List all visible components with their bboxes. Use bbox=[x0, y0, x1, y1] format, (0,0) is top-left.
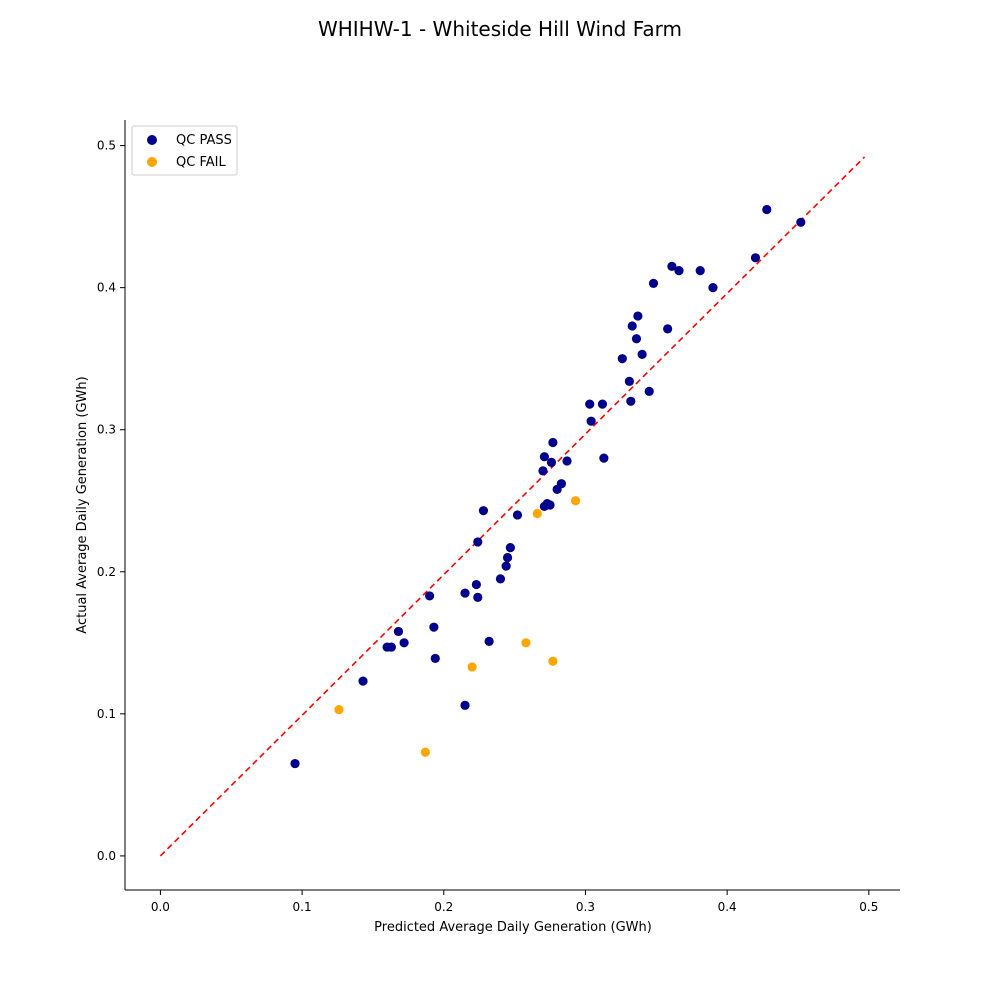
data-point-qc-pass bbox=[473, 592, 483, 602]
data-point-qc-pass bbox=[648, 278, 659, 288]
data-point-qc-pass bbox=[674, 265, 684, 276]
x-tick-label: 0.4 bbox=[718, 900, 737, 914]
data-point-qc-pass bbox=[393, 626, 404, 637]
data-point-qc-pass bbox=[429, 622, 439, 632]
x-tick-label: 0.0 bbox=[151, 900, 170, 914]
y-tick-label: 0.1 bbox=[97, 707, 116, 721]
legend-label-qc-pass: QC PASS bbox=[176, 133, 232, 148]
data-point-qc-pass bbox=[358, 676, 368, 686]
y-tick-label: 0.2 bbox=[97, 565, 116, 579]
series-qc-pass bbox=[290, 204, 806, 769]
x-tick-label: 0.2 bbox=[434, 900, 453, 914]
data-point-qc-pass bbox=[585, 399, 595, 409]
data-point-qc-pass bbox=[708, 283, 718, 293]
data-point-qc-fail bbox=[521, 638, 531, 648]
y-tick-label: 0.3 bbox=[97, 423, 116, 437]
data-point-qc-pass bbox=[399, 638, 409, 648]
x-axis-title: Predicted Average Daily Generation (GWh) bbox=[374, 920, 652, 935]
data-point-qc-fail bbox=[532, 508, 542, 519]
series-qc-fail bbox=[334, 496, 581, 757]
legend-marker-qc-pass bbox=[147, 135, 157, 145]
data-point-qc-pass bbox=[430, 653, 440, 664]
chart-title: WHIHW-1 - Whiteside Hill Wind Farm bbox=[318, 17, 682, 41]
data-point-qc-pass bbox=[495, 574, 506, 584]
data-point-qc-pass bbox=[460, 588, 470, 598]
legend: QC PASS QC FAIL bbox=[131, 125, 238, 176]
data-point-qc-pass bbox=[631, 334, 642, 344]
y-tick-label: 0.0 bbox=[97, 849, 116, 863]
data-point-qc-pass bbox=[586, 416, 596, 426]
data-point-qc-pass bbox=[460, 700, 470, 710]
data-point-qc-pass bbox=[663, 324, 673, 334]
data-point-qc-pass bbox=[695, 265, 705, 276]
plot-area bbox=[159, 156, 866, 857]
data-point-qc-fail bbox=[570, 496, 581, 506]
data-point-qc-fail bbox=[334, 704, 344, 715]
data-point-qc-pass bbox=[562, 456, 572, 466]
data-point-qc-pass bbox=[617, 354, 627, 364]
data-point-qc-pass bbox=[750, 253, 761, 263]
data-point-qc-fail bbox=[467, 662, 477, 672]
data-point-qc-pass bbox=[545, 500, 555, 510]
data-point-qc-pass bbox=[512, 510, 523, 520]
data-point-qc-pass bbox=[484, 636, 494, 646]
data-point-qc-pass bbox=[502, 552, 513, 563]
data-point-qc-pass bbox=[425, 591, 435, 601]
data-point-qc-pass bbox=[539, 452, 549, 462]
data-point-qc-pass bbox=[478, 506, 489, 516]
data-point-qc-pass bbox=[637, 349, 647, 360]
data-point-qc-pass bbox=[762, 204, 772, 215]
x-axis-ticks: 0.0 0.1 0.2 0.3 0.4 0.5 bbox=[151, 890, 878, 914]
x-tick-label: 0.5 bbox=[859, 900, 878, 914]
reference-line bbox=[159, 156, 866, 857]
data-point-qc-pass bbox=[597, 399, 608, 409]
legend-frame bbox=[131, 125, 238, 176]
data-point-qc-pass bbox=[501, 561, 511, 571]
y-tick-label: 0.4 bbox=[97, 281, 116, 295]
data-point-qc-pass bbox=[667, 261, 677, 271]
legend-marker-qc-fail bbox=[147, 157, 157, 167]
data-point-qc-pass bbox=[548, 437, 558, 448]
data-point-qc-pass bbox=[290, 758, 300, 769]
legend-label-qc-fail: QC FAIL bbox=[176, 155, 226, 170]
data-point-qc-fail bbox=[548, 656, 558, 666]
y-tick-label: 0.5 bbox=[97, 139, 116, 153]
data-point-qc-pass bbox=[556, 479, 566, 489]
data-point-qc-pass bbox=[538, 466, 548, 476]
data-point-qc-pass bbox=[599, 453, 609, 463]
x-tick-label: 0.3 bbox=[576, 900, 595, 914]
y-axis-ticks: 0.0 0.1 0.2 0.3 0.4 0.5 bbox=[97, 139, 125, 863]
data-point-qc-pass bbox=[644, 386, 654, 396]
data-point-qc-pass bbox=[626, 396, 636, 406]
data-point-qc-pass bbox=[624, 376, 634, 387]
data-point-qc-pass bbox=[627, 321, 637, 331]
data-point-qc-pass bbox=[633, 311, 643, 321]
data-point-qc-fail bbox=[420, 747, 430, 757]
data-point-qc-pass bbox=[546, 457, 557, 467]
y-axis-title: Actual Average Daily Generation (GWh) bbox=[75, 376, 90, 633]
data-point-qc-pass bbox=[505, 543, 515, 553]
data-point-qc-pass bbox=[796, 217, 806, 227]
data-point-qc-pass bbox=[386, 642, 396, 652]
data-point-qc-pass bbox=[473, 537, 483, 547]
x-tick-label: 0.1 bbox=[293, 900, 312, 914]
data-point-qc-pass bbox=[471, 579, 481, 590]
